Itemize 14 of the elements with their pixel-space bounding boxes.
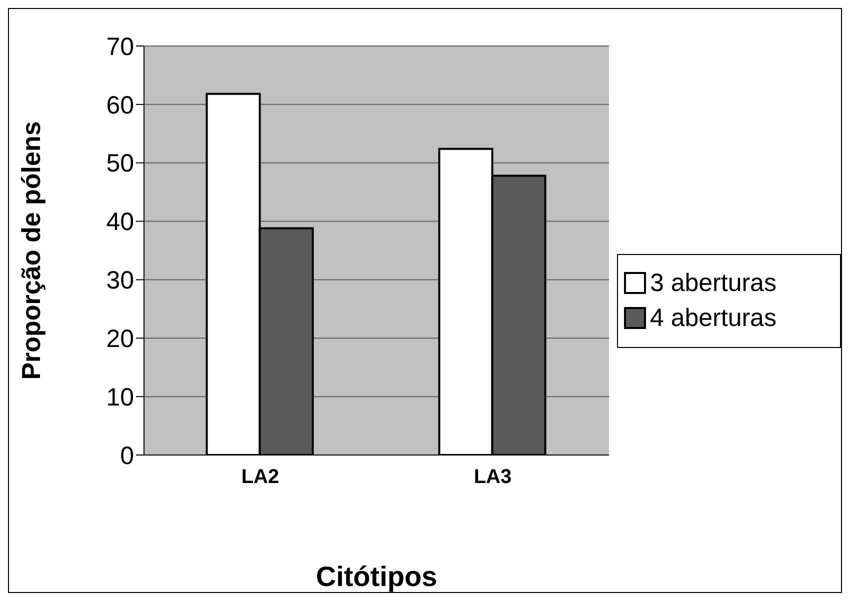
x-tick-label: LA3: [474, 466, 512, 488]
x-axis-title: Citótipos: [316, 561, 438, 592]
y-tick-label: 0: [120, 442, 134, 470]
y-axis-title: Proporção de pólens: [16, 121, 46, 380]
y-tick-label: 20: [106, 325, 134, 354]
y-tick-label: 50: [106, 150, 134, 178]
legend-label: 4 aberturas: [650, 304, 776, 332]
y-tick-label: 70: [106, 32, 134, 61]
y-tick-label: 40: [106, 208, 134, 236]
y-tick-label: 60: [106, 91, 134, 120]
x-tick-label: LA2: [241, 466, 280, 488]
y-tick-label: 30: [106, 266, 134, 295]
y-tick-label: 10: [106, 383, 134, 412]
legend-label: 3 aberturas: [650, 268, 776, 298]
